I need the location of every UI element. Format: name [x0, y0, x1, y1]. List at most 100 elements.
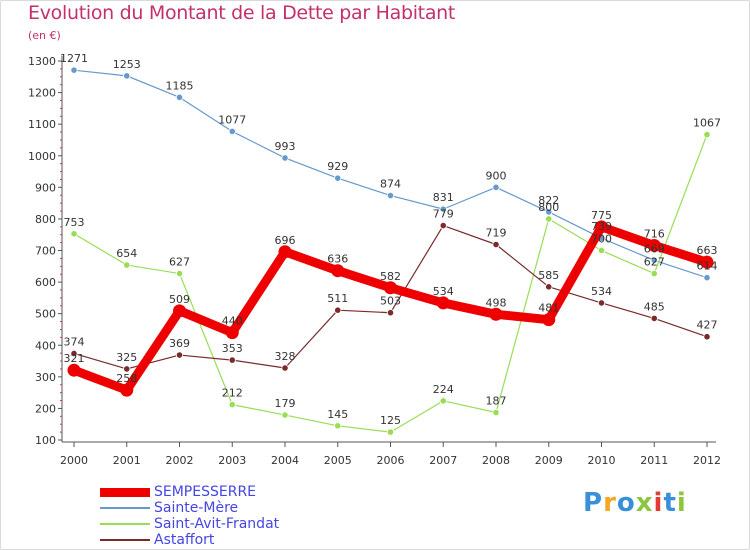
logo-letter: r: [603, 488, 617, 518]
y-tick-label: 500: [35, 308, 56, 321]
data-point-astaffort: [70, 349, 78, 358]
data-point-sainte-mere: [545, 208, 553, 216]
y-tick-label: 900: [35, 181, 56, 194]
data-point-astaffort: [703, 333, 711, 341]
data-label-astaffort: 427: [697, 319, 718, 332]
series-line-sainte-mere: [73, 69, 708, 279]
data-point-saint-avit-frandat: [703, 130, 711, 139]
data-point-sempesserre: [384, 281, 397, 295]
series-sainte-mere: [70, 66, 711, 282]
data-label-astaffort: 719: [486, 226, 507, 239]
data-point-astaffort: [175, 351, 184, 359]
y-tick-label: 700: [35, 245, 56, 258]
x-tick-label: 2005: [324, 454, 352, 467]
x-tick-label: 2004: [271, 454, 299, 467]
y-tick-label: 600: [35, 276, 56, 289]
data-label-sempesserre: 696: [275, 234, 296, 247]
data-label-astaffort: 779: [433, 208, 454, 221]
data-point-sempesserre: [542, 313, 556, 327]
data-point-astaffort: [281, 364, 289, 372]
data-label-sempesserre: 498: [486, 296, 507, 309]
data-point-saint-avit-frandat: [545, 215, 553, 223]
chart-axes: 100 200 300 400 500 600 700 800 900 1000 1100 1200 1…: [28, 55, 721, 467]
x-tick-label: 2009: [535, 454, 563, 467]
data-label-sempesserre: 440: [222, 315, 243, 328]
data-label-astaffort: 511: [327, 292, 348, 305]
line-chart: 100 200 300 400 500 600 700 800 900 1000 1100 1200 1…: [28, 52, 721, 467]
data-label-sempesserre: 775: [591, 209, 612, 222]
data-label-sempesserre: 321: [64, 352, 85, 365]
data-point-sainte-mere: [439, 205, 447, 213]
data-labels-layer: 1271 1253 1185 1077 993 929 874 831 900 822 739 669…: [60, 52, 721, 427]
data-label-sempesserre: 636: [327, 253, 348, 266]
y-unit-label: (en €): [28, 29, 61, 42]
data-label-astaffort: 534: [591, 285, 612, 298]
logo-letter: o: [616, 488, 636, 518]
x-tick-label: 2001: [113, 454, 141, 467]
data-point-saint-avit-frandat: [123, 261, 131, 269]
data-label-saint-avit-frandat: 145: [327, 408, 348, 421]
data-label-sempesserre: 663: [697, 244, 718, 257]
data-point-sainte-mere: [228, 127, 236, 136]
data-label-sainte-mere: 669: [644, 242, 665, 255]
data-point-astaffort: [334, 306, 342, 314]
data-label-saint-avit-frandat: 179: [275, 397, 296, 410]
legend-label: Saint-Avit-Frandat: [154, 516, 280, 532]
x-tick-label: 2003: [218, 454, 246, 467]
data-label-saint-avit-frandat: 187: [486, 395, 507, 408]
x-tick-label: 2008: [482, 454, 510, 467]
legend-swatch: [100, 539, 150, 541]
data-label-astaffort: 369: [169, 337, 190, 350]
data-label-astaffort: 328: [275, 350, 296, 363]
data-label-sempesserre: 258: [116, 372, 137, 385]
y-tick-label: 1100: [28, 118, 56, 131]
data-point-sainte-mere: [703, 274, 711, 282]
legend-swatch: [100, 523, 150, 525]
chart-title: Evolution du Montant de la Dette par Hab…: [28, 2, 456, 24]
data-label-sempesserre: 716: [644, 227, 665, 240]
legend-swatch: [100, 488, 150, 497]
data-label-sainte-mere: 739: [591, 220, 612, 233]
data-point-astaffort: [650, 314, 658, 323]
data-point-saint-avit-frandat: [334, 422, 342, 430]
data-point-saint-avit-frandat: [439, 397, 447, 405]
data-point-astaffort: [228, 356, 236, 364]
data-point-sainte-mere: [334, 174, 342, 182]
data-point-sempesserre: [595, 220, 608, 234]
data-point-saint-avit-frandat: [228, 401, 236, 409]
y-tick-label: 1000: [28, 150, 56, 163]
y-tick-label: 400: [35, 339, 56, 352]
data-point-sempesserre: [647, 238, 661, 252]
y-tick-label: 300: [35, 371, 56, 384]
x-tick-label: 2010: [588, 454, 616, 467]
y-tick-label: 1200: [28, 87, 56, 100]
data-point-sainte-mere: [386, 191, 395, 200]
proxiti-logo: Proxiti: [583, 488, 687, 518]
logo-letter: i: [676, 488, 687, 518]
data-label-sainte-mere: 614: [697, 260, 718, 273]
data-label-saint-avit-frandat: 654: [116, 247, 137, 260]
data-point-saint-avit-frandat: [492, 408, 500, 417]
data-point-saint-avit-frandat: [386, 428, 395, 436]
legend-label: SEMPESSERRE: [154, 484, 257, 500]
data-label-sainte-mere: 822: [538, 194, 559, 207]
data-point-saint-avit-frandat: [650, 269, 658, 278]
data-label-sempesserre: 582: [380, 270, 401, 283]
data-label-sainte-mere: 1271: [60, 52, 88, 65]
data-point-sempesserre: [67, 363, 81, 377]
data-label-saint-avit-frandat: 627: [169, 256, 190, 269]
data-label-saint-avit-frandat: 753: [64, 216, 85, 229]
legend-label: Sainte-Mère: [154, 500, 239, 516]
data-point-sempesserre: [278, 245, 292, 259]
data-label-astaffort: 585: [538, 269, 559, 282]
logo-letter: P: [583, 488, 604, 518]
data-label-sainte-mere: 900: [486, 169, 507, 182]
data-point-saint-avit-frandat: [597, 246, 606, 255]
series-astaffort: [70, 221, 711, 373]
x-tick-label: 2002: [166, 454, 194, 467]
data-label-saint-avit-frandat: 800: [538, 201, 559, 214]
data-label-sainte-mere: 1185: [166, 79, 194, 92]
data-label-astaffort: 353: [222, 342, 243, 355]
data-label-sempesserre: 481: [538, 302, 559, 315]
series-line-sempesserre: [69, 222, 712, 395]
